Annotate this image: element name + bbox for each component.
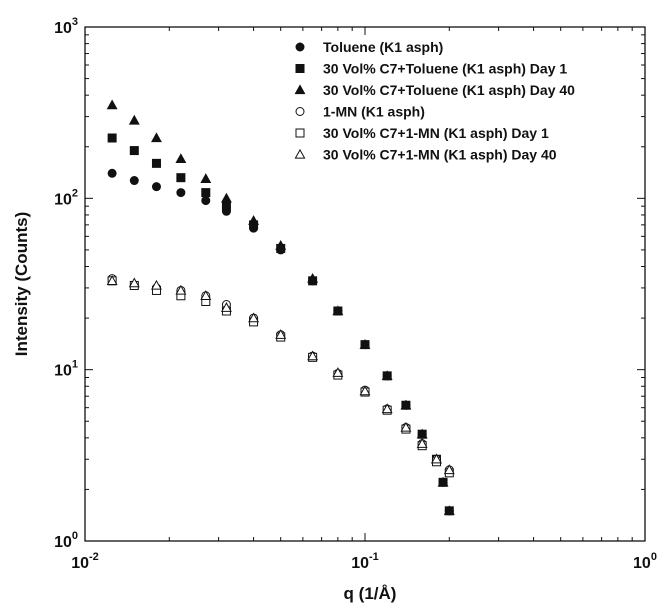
data-point: [248, 312, 260, 323]
data-point: [201, 196, 211, 206]
data-point: [221, 201, 231, 211]
tick-base: 10: [351, 555, 369, 572]
tick-exponent: 0: [651, 551, 657, 563]
tick-exponent: 1: [72, 359, 78, 371]
tick-exponent: 2: [72, 187, 78, 199]
data-point: [151, 158, 161, 168]
series-2: [107, 133, 454, 516]
data-point: [307, 272, 319, 283]
data-point: [332, 305, 344, 316]
legend-label: 30 Vol% C7+1-MN (K1 asph) Day 1: [323, 125, 549, 141]
legend-marker: [294, 148, 306, 159]
y-tick-label: 100: [54, 530, 78, 551]
x-tick-label: 100: [633, 551, 657, 572]
y-tick-label: 103: [54, 16, 78, 37]
y-axis-title: Intensity (Counts): [12, 212, 31, 357]
data-point: [416, 438, 428, 448]
tick-exponent: -1: [369, 551, 379, 563]
data-point: [275, 239, 287, 250]
data-point: [201, 188, 211, 198]
series-4: [107, 274, 454, 475]
data-point: [431, 453, 442, 464]
data-point: [359, 385, 371, 396]
tick-base: 10: [54, 363, 72, 380]
legend-label: 30 Vol% C7+Toluene (K1 asph) Day 1: [323, 61, 567, 77]
data-point: [200, 290, 212, 300]
data-point: [381, 403, 393, 414]
data-point: [176, 188, 186, 198]
data-point: [129, 146, 139, 156]
data-point: [220, 192, 232, 203]
x-tick-label: 10-2: [71, 551, 99, 572]
data-point: [129, 176, 139, 186]
series-5: [107, 276, 454, 478]
legend-marker: [295, 64, 305, 73]
data-point: [106, 275, 118, 286]
data-point: [443, 505, 455, 516]
series-6: [106, 275, 455, 475]
tick-exponent: 0: [72, 530, 78, 542]
data-point: [151, 182, 161, 192]
data-point: [107, 168, 117, 178]
data-point: [307, 350, 319, 361]
legend-marker: [295, 107, 305, 116]
tick-base: 10: [71, 555, 89, 572]
data-point: [443, 464, 455, 475]
data-point: [220, 302, 232, 312]
data-point: [200, 173, 212, 183]
legend-label: 30 Vol% C7+1-MN (K1 asph) Day 40: [323, 147, 557, 163]
data-marks: [106, 99, 455, 516]
axis-ticks: [84, 27, 645, 542]
data-point: [275, 329, 287, 339]
legend-marker: [294, 84, 306, 95]
data-point: [128, 114, 140, 125]
data-point: [400, 421, 412, 432]
tick-exponent: 3: [72, 16, 78, 28]
data-point: [416, 428, 428, 439]
legend-marker: [295, 42, 305, 52]
tick-base: 10: [54, 20, 72, 37]
data-point: [151, 279, 162, 290]
data-point: [437, 476, 449, 487]
data-point: [128, 277, 140, 288]
x-axis-title: q (1/Å): [344, 584, 397, 603]
legend-marker: [295, 128, 305, 138]
series-1: [107, 168, 454, 516]
y-tick-label: 102: [54, 187, 78, 208]
data-point: [400, 399, 412, 410]
data-point: [175, 153, 187, 164]
tick-exponent: -2: [89, 551, 99, 563]
legend-label: Toluene (K1 asph): [323, 39, 443, 55]
x-tick-label: 10-1: [351, 551, 379, 572]
legend-label: 1-MN (K1 asph): [323, 104, 425, 120]
tick-base: 10: [54, 191, 72, 208]
y-tick-label: 101: [54, 359, 78, 380]
data-point: [359, 339, 371, 349]
data-point: [381, 370, 393, 381]
data-point: [106, 99, 118, 110]
legend-label: 30 Vol% C7+Toluene (K1 asph) Day 40: [323, 82, 575, 98]
data-point: [332, 367, 344, 377]
data-point: [175, 284, 187, 295]
data-point: [248, 215, 260, 225]
tick-base: 10: [633, 555, 651, 572]
data-point: [151, 132, 162, 143]
legend: Toluene (K1 asph) 30 Vol% C7+Toluene (K1 …: [294, 39, 575, 163]
data-point: [107, 133, 117, 143]
data-point: [176, 173, 186, 183]
tick-base: 10: [54, 534, 72, 551]
